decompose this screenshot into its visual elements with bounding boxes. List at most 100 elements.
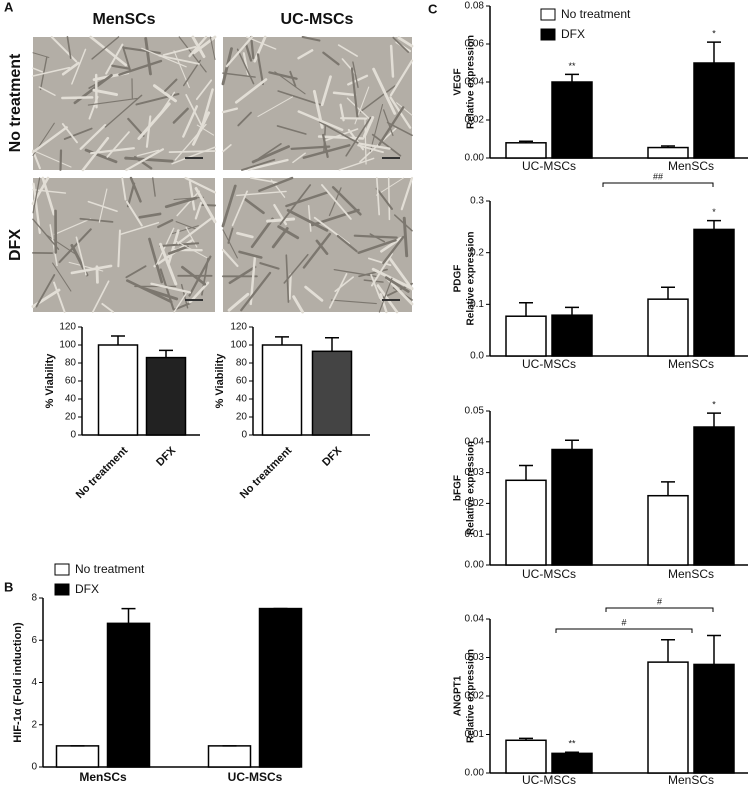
cell (177, 216, 214, 245)
cell (389, 44, 395, 78)
x-tick-label: UC-MSCs (522, 357, 576, 371)
cell (244, 198, 265, 215)
cell (393, 214, 413, 232)
cell (32, 52, 50, 58)
bar (647, 494, 689, 566)
cell (111, 64, 130, 70)
cell (98, 188, 108, 223)
error-bar (159, 349, 173, 358)
cell (238, 250, 263, 259)
cell (292, 295, 305, 314)
cell (352, 61, 359, 89)
y-tick-label: 0 (31, 762, 37, 773)
cell (199, 203, 216, 207)
error-bar (707, 41, 721, 63)
x-tick-label: UC-MSCs (522, 159, 576, 173)
cell (259, 262, 280, 270)
cell (49, 224, 58, 267)
y-tick-label: 0.02 (465, 498, 485, 509)
cell (350, 67, 359, 119)
cell (145, 115, 152, 148)
cell (209, 36, 216, 61)
cell (379, 293, 388, 314)
cell (52, 262, 72, 292)
x-tick-label: MenSCs (668, 773, 714, 787)
error-bar (565, 73, 579, 82)
cell (174, 240, 208, 259)
cell (358, 142, 391, 150)
cell (124, 156, 174, 163)
cell (388, 256, 414, 291)
cell (168, 150, 216, 154)
y-tick-label: 0.00 (465, 560, 485, 571)
cell (188, 35, 208, 58)
cell (32, 218, 60, 250)
cell (231, 190, 248, 227)
bar (647, 661, 689, 774)
cell (192, 35, 217, 55)
y-tick-label: 0.04 (465, 77, 485, 88)
error-bar (519, 302, 533, 317)
cell (369, 103, 384, 152)
cell (370, 273, 382, 301)
cell (241, 158, 276, 171)
bracket (605, 607, 714, 612)
cell (225, 35, 254, 68)
cell (250, 177, 280, 184)
cell (53, 218, 92, 236)
cell (378, 277, 393, 313)
cell (285, 191, 329, 208)
panel-label: C (428, 1, 438, 16)
cell (382, 235, 405, 265)
cell (338, 157, 375, 171)
cell (258, 143, 282, 160)
cell (58, 228, 92, 264)
cell (117, 229, 121, 268)
y-axis-label: % Viability (214, 353, 226, 409)
y-tick-label: 0.06 (465, 39, 485, 50)
cell (321, 133, 329, 159)
cell (120, 221, 160, 235)
y-tick-label: 0.01 (465, 729, 485, 740)
y-tick-label: 120 (59, 322, 76, 333)
x-tick-label: MenSCs (668, 567, 714, 581)
cell (75, 236, 87, 276)
cell (302, 144, 351, 159)
cell (286, 208, 329, 232)
cell (91, 280, 110, 313)
bar (693, 426, 735, 566)
row-header: No treatment (7, 53, 24, 152)
cell (84, 148, 118, 164)
cell (256, 53, 265, 86)
bar (258, 607, 303, 768)
y-tick-label: 0.00 (465, 153, 485, 164)
cell (371, 133, 402, 157)
y-tick-label: 8 (31, 593, 37, 604)
gene-label: bFGF (453, 475, 464, 501)
y-axis-label: HIF-1α (Fold induction) (12, 622, 24, 743)
x-tick-label: DFX (320, 444, 345, 469)
cell (162, 45, 197, 56)
cell (66, 36, 72, 59)
cell (292, 152, 306, 164)
cell (257, 96, 294, 117)
y-tick-label: 40 (236, 394, 248, 405)
y-tick-label: 40 (65, 394, 77, 405)
y-tick-label: 20 (65, 412, 77, 423)
annotation: ## (653, 171, 663, 181)
cell (104, 94, 143, 128)
bar (97, 344, 139, 436)
cell (384, 276, 410, 293)
cell (228, 265, 257, 285)
y-axis-label: Relative expression (466, 649, 477, 743)
cell (323, 128, 359, 142)
cell (244, 43, 253, 62)
cell (71, 48, 87, 85)
cell (227, 292, 250, 312)
cell (167, 245, 189, 255)
cell (376, 284, 399, 314)
annotation: ** (568, 61, 576, 71)
cell (89, 35, 128, 67)
cell (375, 177, 381, 216)
cell (122, 46, 161, 55)
